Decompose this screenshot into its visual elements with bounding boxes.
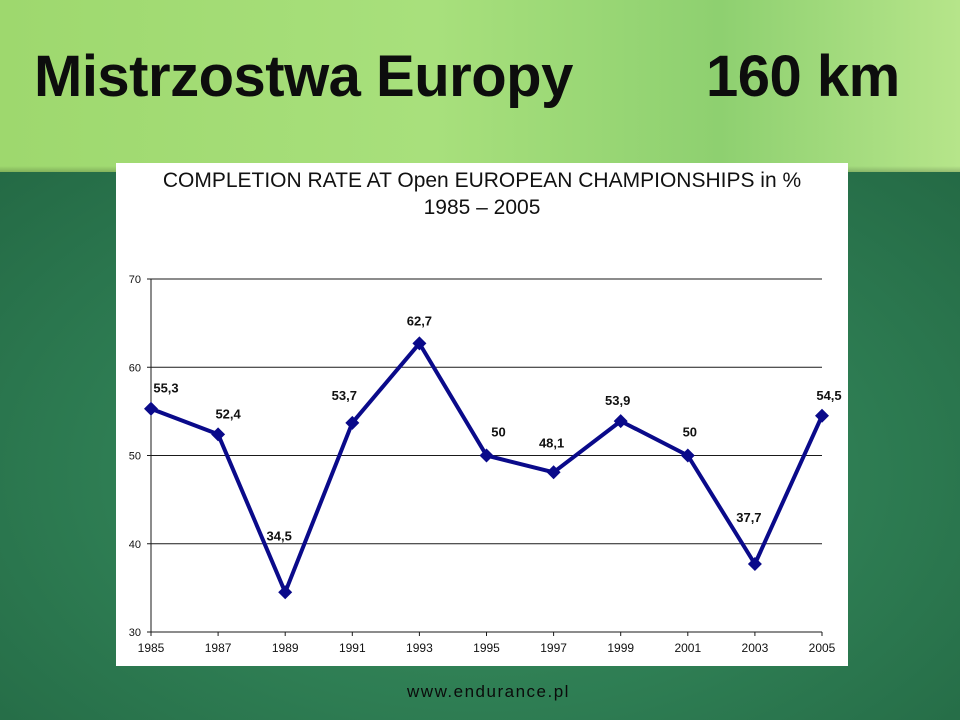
line-chart: COMPLETION RATE AT Open EUROPEAN CHAMPIO… <box>129 169 842 655</box>
x-tick-label: 2003 <box>742 641 769 655</box>
data-point <box>278 585 293 600</box>
y-tick-label: 50 <box>129 451 141 463</box>
x-tick-label: 1997 <box>540 641 567 655</box>
data-point <box>680 448 695 463</box>
data-label: 53,7 <box>332 388 357 403</box>
data-point <box>747 557 762 572</box>
y-tick-label: 30 <box>129 627 141 639</box>
data-points <box>144 336 829 600</box>
x-tick-label: 1993 <box>406 641 433 655</box>
slide-distance: 160 km <box>706 44 900 109</box>
data-label: 54,5 <box>816 388 841 403</box>
chart-subtitle: 1985 – 2005 <box>424 196 541 219</box>
data-label: 52,4 <box>215 406 241 421</box>
series-line <box>150 341 824 595</box>
x-tick-label: 1985 <box>138 641 165 655</box>
x-tick-label: 1995 <box>473 641 500 655</box>
axes: 30 40 50 60 70 1985 1987 1989 1991 1993 1995 1997 19… <box>129 274 836 655</box>
chart-title: COMPLETION RATE AT Open EUROPEAN CHAMPIO… <box>163 169 801 192</box>
data-label: 53,9 <box>605 393 630 408</box>
data-label: 62,7 <box>407 313 432 328</box>
data-point <box>144 401 158 416</box>
data-labels: 55,3 52,4 34,5 53,7 62,7 50 48,1 53,9 50 37,7 54,5 <box>153 313 841 543</box>
data-point <box>479 448 494 463</box>
data-point <box>613 414 628 429</box>
data-point <box>211 427 226 442</box>
data-point <box>412 336 427 351</box>
x-tick-label: 1991 <box>339 641 366 655</box>
y-tick-label: 40 <box>129 539 141 551</box>
data-label: 34,5 <box>267 528 292 543</box>
x-tick-label: 2001 <box>674 641 701 655</box>
data-label: 55,3 <box>153 381 178 396</box>
data-label: 50 <box>683 425 697 440</box>
data-label: 48,1 <box>539 435 564 450</box>
footer-url: www.endurance.pl <box>407 682 570 701</box>
data-label: 37,7 <box>736 510 761 525</box>
x-tick-label: 1999 <box>607 641 634 655</box>
x-tick-label: 1989 <box>272 641 299 655</box>
gridlines <box>151 278 822 545</box>
series-path <box>150 341 824 595</box>
x-tick-label: 1987 <box>205 641 232 655</box>
y-tick-label: 70 <box>129 274 141 286</box>
slide-title: Mistrzostwa Europy <box>34 44 573 109</box>
x-tick-label: 2005 <box>809 641 836 655</box>
chart-panel: COMPLETION RATE AT Open EUROPEAN CHAMPIO… <box>116 163 848 666</box>
data-point <box>345 415 360 430</box>
data-label: 50 <box>491 425 505 440</box>
y-tick-label: 60 <box>129 362 141 374</box>
data-point <box>546 465 561 480</box>
data-point <box>815 408 829 423</box>
